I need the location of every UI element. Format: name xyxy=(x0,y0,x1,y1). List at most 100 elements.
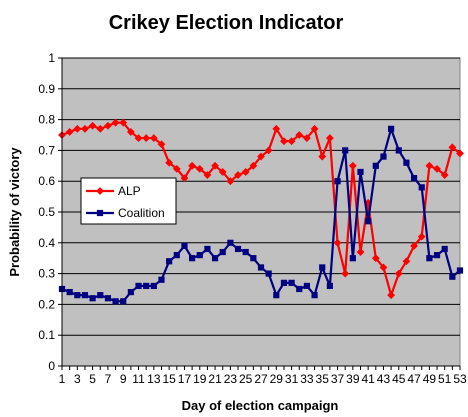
alp-point xyxy=(111,118,120,127)
alp-point xyxy=(425,161,434,170)
y-tick-label: 0.1 xyxy=(38,328,55,342)
legend-label: Coalition xyxy=(118,206,165,220)
coalition-point xyxy=(449,273,456,280)
coalition-point xyxy=(380,153,387,160)
coalition-point xyxy=(257,264,265,271)
coalition-point xyxy=(97,292,104,299)
x-axis-label: Day of election campaign xyxy=(182,398,339,413)
x-tick-label: 7 xyxy=(105,372,112,386)
alp-point xyxy=(149,134,158,142)
coalition-point xyxy=(326,282,333,290)
alp-point xyxy=(234,171,242,179)
y-tick-label: 0.7 xyxy=(38,143,55,157)
x-tick-label: 29 xyxy=(270,372,284,386)
alp-point xyxy=(318,152,327,161)
alp-point xyxy=(341,269,350,278)
series-layer xyxy=(58,118,464,305)
coalition-point xyxy=(280,279,288,286)
coalition-point xyxy=(143,282,150,290)
coalition-point xyxy=(127,288,134,296)
x-tick-label: 15 xyxy=(162,372,176,386)
y-tick-label: 0.8 xyxy=(38,113,55,127)
alp-point xyxy=(119,118,128,127)
coalition-point xyxy=(158,276,165,283)
coalition-point xyxy=(334,178,341,185)
alp-point xyxy=(402,257,411,266)
alp-point xyxy=(126,128,135,136)
coalition-point xyxy=(135,282,142,290)
x-tick-label: 35 xyxy=(316,372,330,386)
legend-box xyxy=(80,177,177,225)
alp-point xyxy=(203,171,212,179)
alp-point xyxy=(310,124,319,133)
x-tick-label: 49 xyxy=(423,372,437,386)
legend-item-coalition: Coalition xyxy=(86,206,165,220)
alp-point xyxy=(371,254,380,263)
alp-point xyxy=(65,128,74,136)
alp-point xyxy=(195,164,204,173)
coalition-point xyxy=(112,298,119,305)
coalition-point xyxy=(211,255,219,262)
coalition-point xyxy=(303,282,311,290)
coalition-point xyxy=(150,282,157,290)
coalition-point xyxy=(388,125,395,132)
coalition-point xyxy=(219,248,226,256)
y-axis-ticks: 0 0.1 0.2 0.3 0.4 0.5 0.6 0.7 0.8 0.9 1 xyxy=(38,51,62,373)
alp-point xyxy=(172,164,181,173)
alp-point xyxy=(226,177,235,186)
x-tick-label: 17 xyxy=(178,372,192,386)
alp-point xyxy=(287,137,296,146)
coalition-point xyxy=(441,245,448,253)
alp-point xyxy=(394,269,403,278)
x-tick-label: 5 xyxy=(89,372,96,386)
coalition-point xyxy=(89,295,96,302)
x-tick-label: 41 xyxy=(361,372,375,386)
coalition-point xyxy=(74,292,81,299)
x-tick-label: 31 xyxy=(285,372,299,386)
coalition-point xyxy=(181,242,188,249)
x-axis-ticks: 1 3 5 7 9 11 13 15 17 19 21 23 25 27 29 31 33 35 37 39 41 43 4… xyxy=(59,366,467,386)
alp-point xyxy=(433,164,441,173)
x-tick-label: 25 xyxy=(239,372,253,386)
alp-point xyxy=(211,161,219,170)
x-tick-label: 37 xyxy=(331,372,345,386)
coalition-point xyxy=(342,147,349,154)
alp-point xyxy=(379,263,388,272)
alp-point xyxy=(325,134,334,142)
y-tick-label: 0.4 xyxy=(38,236,55,250)
alp-point xyxy=(104,121,112,130)
coalition-point xyxy=(410,175,418,182)
x-tick-label: 13 xyxy=(147,372,161,386)
x-tick-label: 53 xyxy=(453,372,467,386)
y-axis-label: Probability of victory xyxy=(7,147,22,277)
y-tick-label: 0.3 xyxy=(38,267,55,281)
y-tick-label: 0.2 xyxy=(38,297,55,311)
x-tick-label: 19 xyxy=(193,372,207,386)
coalition-point xyxy=(365,218,372,225)
coalition-point xyxy=(433,252,441,259)
alp-point xyxy=(81,124,89,133)
coalition-point xyxy=(81,292,89,299)
x-tick-label: 33 xyxy=(300,372,314,386)
alp-point xyxy=(157,140,166,149)
alp-point xyxy=(417,232,426,241)
coalition-point xyxy=(204,245,211,253)
y-tick-label: 0.5 xyxy=(38,205,55,219)
coalition-point xyxy=(120,298,127,305)
coalition-point xyxy=(265,270,272,277)
series-alp xyxy=(58,118,464,300)
coalition-point xyxy=(418,184,425,191)
y-tick-label: 0.6 xyxy=(38,174,55,188)
coalition-point xyxy=(349,255,356,262)
alp-point xyxy=(165,158,174,167)
alp-point xyxy=(356,248,365,256)
alp-point xyxy=(333,238,342,247)
legend-label: ALP xyxy=(118,184,141,198)
y-tick-label: 1 xyxy=(48,51,55,65)
alp-point xyxy=(188,161,197,170)
coalition-point xyxy=(426,255,433,262)
x-tick-label: 45 xyxy=(392,372,406,386)
alp-point xyxy=(387,291,396,300)
alp-point xyxy=(73,124,82,133)
alp-point xyxy=(96,124,105,133)
